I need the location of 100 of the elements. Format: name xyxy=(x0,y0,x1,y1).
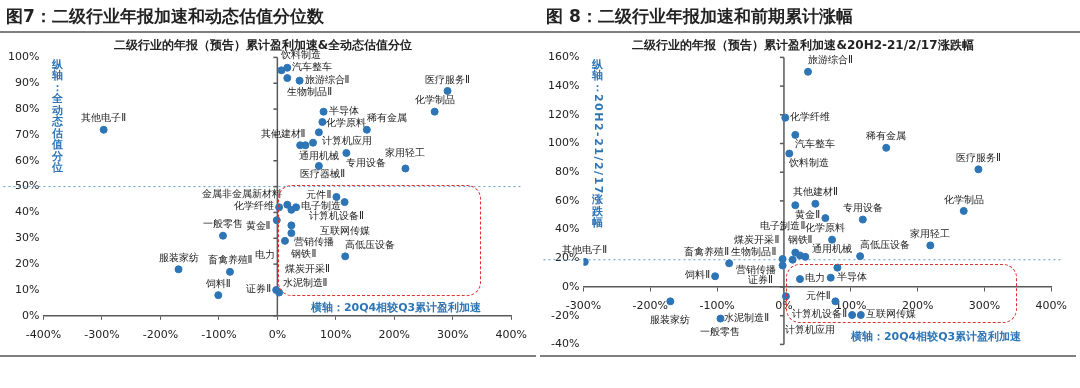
annotation: 旅游综合Ⅱ xyxy=(808,54,853,66)
x-tick-label: -200% xyxy=(632,299,668,313)
y-tick-label: 30% xyxy=(14,231,40,245)
annotation: 煤炭开采Ⅱ xyxy=(284,263,330,275)
annotation: 水泥制造Ⅱ xyxy=(724,311,770,323)
annotation: 营销传播 xyxy=(736,263,777,275)
annotation: 元件Ⅱ xyxy=(805,290,831,302)
y-tick-label: 20% xyxy=(14,256,40,270)
annotation: 饮料制造 xyxy=(788,157,830,169)
annotation: 营销传播 xyxy=(293,235,334,247)
y-tick-label: -20% xyxy=(551,308,580,322)
y-tick-label: 80% xyxy=(554,165,580,179)
annotation: 化学制品 xyxy=(943,193,984,205)
x-tick-label: 300% xyxy=(437,328,469,342)
y-tick-label: 50% xyxy=(14,179,40,193)
annotation: 黄金Ⅱ xyxy=(795,208,821,220)
annotation: 其他电子Ⅱ xyxy=(81,112,127,124)
y-tick-label: 90% xyxy=(14,76,40,90)
x-tick-label: 400% xyxy=(1035,299,1067,313)
y-tick-label: 70% xyxy=(14,127,40,141)
annotation: 通用机械 xyxy=(812,243,853,255)
x-tick-label: 100% xyxy=(320,328,352,342)
annotation: 稀有金属 xyxy=(366,112,407,124)
y-tick-label: 120% xyxy=(547,107,580,121)
x-tick-label: -100% xyxy=(699,299,735,313)
annotation: 化学纤维 xyxy=(790,110,831,122)
annotation: 家用轻工 xyxy=(910,227,951,239)
annotation: 计算机应用 xyxy=(322,134,373,146)
x-tick-label: -200% xyxy=(142,328,179,342)
annotation: 互联网传媒 xyxy=(319,224,370,236)
annotation: 钢铁Ⅱ xyxy=(290,247,317,259)
annotation: 专用设备 xyxy=(346,156,387,168)
x-axis-title: 横轴：20Q4相较Q3累计盈利加速 xyxy=(309,301,483,315)
annotation: 饲料Ⅱ xyxy=(204,277,231,289)
annotation: 计算机设备Ⅱ xyxy=(308,209,364,221)
annotation: 服装家纺 xyxy=(650,313,691,325)
x-tick-label: -100% xyxy=(201,328,237,342)
annotation: 煤炭开采Ⅱ xyxy=(734,234,780,246)
annotation: 水泥制造Ⅱ xyxy=(282,276,328,288)
annotation: 一般零售 xyxy=(202,218,243,230)
y-tick-label: 0% xyxy=(21,308,40,322)
annotation: 元件Ⅱ xyxy=(306,188,332,200)
annotation: 证券Ⅱ xyxy=(246,283,272,295)
annotation: 一般零售 xyxy=(700,326,741,338)
y-tick-label: 100% xyxy=(7,50,40,64)
chart-subtitle: 二级行业的年报（预告）累计盈利加速&20H2-21/2/17涨跌幅 xyxy=(632,38,974,53)
annotation: 高低压设备 xyxy=(860,238,911,250)
annotation: 半导体 xyxy=(837,271,868,283)
y-tick-label: -40% xyxy=(551,337,580,351)
y-tick-label: 100% xyxy=(547,136,580,150)
x-tick-label: 0% xyxy=(268,328,287,342)
text: 纵轴：全动态估值分位 xyxy=(51,57,63,175)
y-tick-label: 40% xyxy=(554,222,580,236)
annotation: 计算机设备Ⅱ xyxy=(792,308,848,320)
annotation: 畜禽养殖Ⅱ xyxy=(684,245,730,257)
annotation: 生物制品Ⅱ xyxy=(287,85,333,97)
annotation: 化学制品 xyxy=(414,94,455,106)
annotation: 其他建材Ⅱ xyxy=(792,186,838,198)
annotation: 钢铁Ⅱ xyxy=(786,234,813,246)
y-tick-label: 80% xyxy=(14,101,40,115)
y-tick-label: 160% xyxy=(547,50,580,64)
annotation: 化学纤维 xyxy=(234,200,275,212)
x-tick-label: -400% xyxy=(25,328,62,342)
annotation: 旅游综合Ⅱ xyxy=(304,73,350,85)
annotation: 通用机械 xyxy=(298,149,339,161)
x-tick-label: 300% xyxy=(968,299,1001,313)
annotation: 饲料Ⅱ xyxy=(684,269,711,281)
x-tick-label: 200% xyxy=(378,328,411,342)
x-tick-label: 400% xyxy=(495,328,527,342)
x-tick-label: -300% xyxy=(84,328,120,342)
y-tick-label: 0% xyxy=(561,279,580,293)
annotation: 专用设备 xyxy=(842,202,883,214)
annotation: 生物制品Ⅱ xyxy=(731,245,777,257)
annotation: 服装家纺 xyxy=(158,251,199,263)
annotation: 汽车整车 xyxy=(292,60,333,72)
annotation: 汽车整车 xyxy=(795,138,836,150)
x-axis-title: 横轴：20Q4相较Q3累计盈利加速 xyxy=(849,329,1023,343)
y-tick-label: 10% xyxy=(14,282,40,296)
annotation: 计算机应用 xyxy=(785,323,836,335)
annotation: 半导体 xyxy=(328,104,359,116)
y-tick-label: 60% xyxy=(14,153,40,167)
annotation: 稀有金属 xyxy=(866,130,907,142)
annotation: 化学原料 xyxy=(805,221,846,233)
annotation: 高低压设备 xyxy=(345,238,396,250)
annotation: 电子制造 xyxy=(301,200,342,212)
chart-title: 图 8：二级行业年报加速和前期累计涨幅 xyxy=(540,0,1080,33)
annotation: 畜禽养殖Ⅱ xyxy=(207,254,253,266)
annotation: 家用轻工 xyxy=(385,147,426,159)
annotation: 医疗服务Ⅱ xyxy=(425,73,470,85)
y-tick-label: 140% xyxy=(547,78,580,92)
chart-title: 图7：二级行业年报加速和动态估值分位数 xyxy=(0,0,540,33)
y-tick-label: 40% xyxy=(14,205,40,219)
annotation: 电力 xyxy=(804,272,825,284)
text: 纵轴：20H2-21/2/17涨跌幅 xyxy=(591,57,605,230)
annotation: 电力 xyxy=(254,248,275,260)
annotation: 黄金Ⅱ xyxy=(245,220,271,232)
annotation: 医疗服务Ⅱ xyxy=(955,151,1001,163)
annotation: 医疗器械Ⅱ xyxy=(300,167,346,179)
annotation: 化学原料 xyxy=(326,116,367,128)
y-tick-label: 60% xyxy=(554,193,580,207)
